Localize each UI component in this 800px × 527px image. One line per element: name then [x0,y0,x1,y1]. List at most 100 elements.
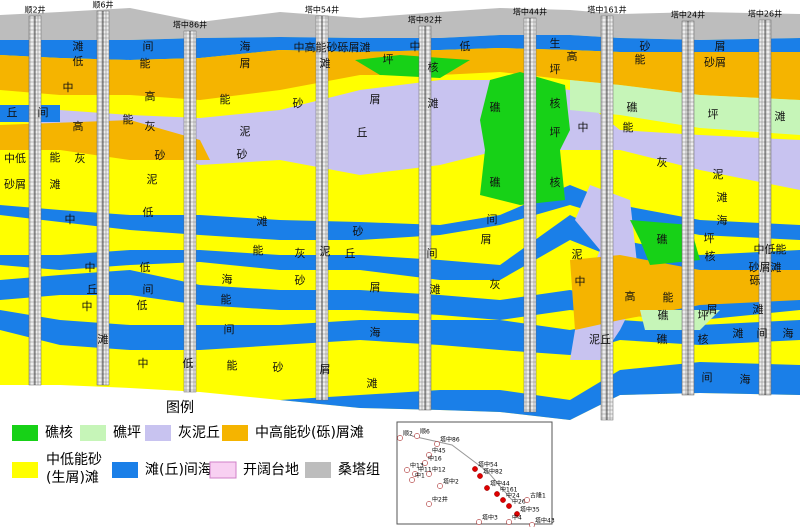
facies-label: 礁 [627,100,638,114]
map-label: 中11 [418,466,432,474]
well-dot [426,501,432,507]
facies-label: 礁 [657,332,668,346]
section-labels: 滩间海中高能砂砾屑滩中低生高砂 屑低能屑滩坪核 坪能 砂屑中高能砂屑滩礁核礁坪 滩丘 间高… [4,36,794,390]
facies-label: 低 [143,206,154,219]
facies-label: 砂屑 [4,178,26,191]
well-dot [414,433,420,439]
well-dot [484,485,490,491]
facies-label: 泥丘 [589,333,611,346]
legend-swatch [145,425,171,441]
legend-label: 桑塔组 [338,462,380,478]
reef-flat [640,310,720,330]
well-dot [409,477,415,483]
legend-label: 中低能砂 [46,452,102,468]
facies-label: 间 [38,106,49,119]
facies-label: 砾 [750,274,761,287]
facies-label: 滩 [430,282,441,296]
well-name: 顺6井 [92,0,113,10]
map-line [411,435,513,501]
map-label: 塔中82 [483,468,503,476]
sangta-layer [0,8,800,40]
legend-label: 中高能砂(砾)屑滩 [255,424,364,441]
map-label: 中24 [506,492,520,500]
well-dot [404,467,410,473]
legend-label: 滩(丘)间海 [145,462,212,478]
facies-label: 能 [140,56,151,70]
facies-label: 低 [460,40,471,53]
facies-label: 滩 [753,302,764,316]
well-dot [476,519,482,525]
well-dot [500,497,506,503]
map-label: 顺6 [420,429,430,436]
facies-label: 砂屑滩 [749,260,782,274]
facies-label: 屑 [320,363,331,376]
facies-label: 海 [222,272,233,286]
well-name: 塔中26井 [748,9,782,19]
facies-label: 坪 [698,309,709,322]
map-label: 顺2 [403,431,413,438]
facies-label: 高 [73,119,84,133]
map-label: 塔中3 [482,514,498,522]
facies-label: 海 [717,213,728,227]
well-dot [426,452,432,458]
facies-label: 中低 [4,152,26,165]
facies-label: 间 [143,40,154,53]
legend-label: 礁核 [45,425,73,441]
map-label: 古隆1 [530,492,546,500]
facies-label: 滩 [428,96,439,110]
facies-label: 海 [783,326,794,340]
facies-label: 间 [224,323,235,336]
facies-label: 间 [143,283,154,296]
facies-label: 低 [183,357,194,370]
facies-label: 滩 [733,326,744,340]
facies-label: 屑 [707,303,718,316]
well-dot [412,471,418,477]
facies-label: 低 [73,55,84,68]
facies-label: 间 [427,247,438,260]
map-label: 中26 [512,498,526,506]
facies-label: 礁 [490,100,501,114]
facies-label: 泥 [147,173,158,186]
well-dot [506,503,512,509]
facies-label: 能 [220,92,231,106]
facies-label: 坪 [704,232,715,245]
facies-label: 屑 [240,57,251,70]
well-dot [437,483,443,489]
shoal-sea [0,35,800,60]
legend-swatch [222,425,248,441]
facies-label: 能 [635,52,646,66]
facies-label: 泥 [240,125,251,138]
facies-label: 丘 [7,106,18,119]
facies-label: 间 [757,327,768,340]
facies-label: 能 [123,112,134,126]
facies-label: 砂 [273,361,284,374]
facies-label: 灰 [657,155,668,169]
facies-label: 泥 [320,245,331,258]
well-name: 顺2井 [24,5,45,15]
well-name: 塔中54井 [305,5,339,15]
facies-label: 低 [137,299,148,312]
facies-label: 中 [575,275,586,288]
legend-label: (生屑)滩 [46,470,99,486]
facies-label: 高 [625,289,636,303]
facies-label: 能 [663,290,674,304]
facies-label: 屑 [481,233,492,246]
legend-swatch [12,462,38,478]
facies-label: 泥 [713,168,724,181]
facies-label: 砂 [293,97,304,110]
facies-label: 滩 [257,214,268,228]
facies-label: 海 [740,372,751,386]
map-label: 塔中54 [478,461,498,469]
well-dot [397,435,403,441]
facies-label: 坪 [708,108,719,121]
facies-label: 核 [550,96,561,110]
facies-label: 中 [410,40,421,53]
legend-swatch [209,461,237,479]
facies-label: 中 [65,213,76,226]
facies-label: 间 [702,371,713,384]
legend-title: 图例 [166,400,194,416]
well-name: 塔中44井 [513,7,547,17]
location-map [396,421,553,525]
